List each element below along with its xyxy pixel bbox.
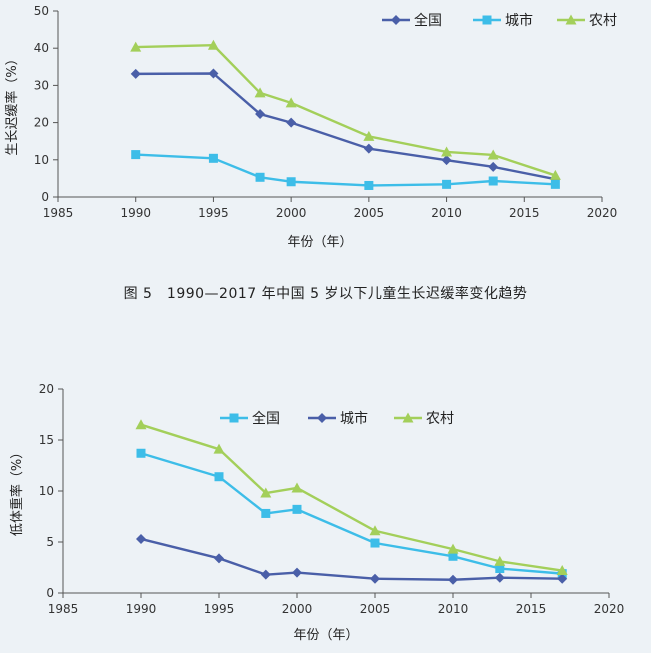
y-tick-label: 40 [34,41,49,55]
y-tick-label: 50 [34,4,49,18]
data-point [549,169,561,180]
data-point [130,41,142,52]
legend-label: 全国 [252,410,280,427]
x-tick-label: 2000 [282,602,313,616]
data-point [286,117,297,128]
data-point [285,97,297,108]
data-point [556,565,568,576]
x-tick-label: 2010 [431,206,462,220]
data-point [260,569,271,580]
data-point [441,146,453,157]
x-tick-label: 2020 [587,206,618,220]
series-line-1 [135,153,556,187]
legend-label: 农村 [426,411,454,427]
data-point [136,533,146,544]
x-tick-label: 1995 [198,206,229,220]
series-line-1 [140,537,563,581]
x-tick-label: 2020 [594,602,625,616]
y-axis-title: 生长迟缓率（%） [4,52,20,155]
data-point [448,574,458,585]
data-point [208,153,218,163]
y-tick-label: 0 [46,586,54,600]
data-point [260,487,272,498]
x-tick-label: 1985 [48,602,79,616]
data-point [487,149,499,160]
data-point [370,573,380,584]
data-point [495,564,505,574]
y-tick-label: 15 [39,433,54,447]
data-point [135,419,147,430]
x-tick-label: 1995 [204,602,235,616]
series-line-2 [140,423,563,572]
y-tick-label: 10 [34,153,49,167]
series-line-0 [135,72,556,181]
data-point [363,143,374,154]
data-point [494,572,505,583]
x-tick-label: 1985 [43,206,74,220]
data-point [261,508,271,518]
data-point [292,567,302,578]
stunting-chart: 0 10 20 30 40 50 1985 1990 1995 2000 2005 2010 2015 2… [4,4,618,250]
y-tick-label: 5 [46,535,54,549]
legend-marker [482,15,492,25]
data-point [130,68,141,79]
data-point [214,553,224,564]
data-point [207,39,219,50]
x-tick-label: 1990 [126,602,157,616]
legend-label: 农村 [589,13,617,29]
data-point [363,130,375,141]
data-point [286,177,296,187]
x-tick-label: 2005 [354,206,385,220]
data-point [488,161,499,172]
legend-marker [402,412,414,423]
x-tick-label: 2000 [276,206,307,220]
y-axis-title: 低体重率（%） [9,446,25,536]
x-tick-label: 2015 [509,206,540,220]
data-point [213,443,225,454]
data-point [254,87,266,98]
x-tick-label: 2005 [360,602,391,616]
data-point [131,150,141,160]
data-point [550,179,560,189]
legend-marker [391,15,401,25]
data-point [494,555,506,566]
data-point [369,525,381,536]
data-point [557,573,568,584]
series-line-2 [135,44,556,177]
legend-label: 城市 [340,410,368,427]
data-point [448,551,458,561]
y-tick-label: 0 [41,190,49,204]
legend-label: 城市 [505,12,533,29]
data-point [364,180,374,190]
x-tick-label: 2010 [438,602,469,616]
data-point [488,176,498,186]
legend-label: 全国 [414,12,442,29]
legend-marker [229,413,239,423]
y-tick-label: 20 [34,116,49,130]
data-point [291,482,303,493]
series-line-0 [140,452,563,575]
underweight-chart: 0 5 10 15 20 1985 1990 1995 2000 2005 2010 2015 2020… [9,382,625,643]
data-point [292,504,302,514]
y-tick-label: 10 [39,484,54,498]
data-point [370,538,380,548]
data-point [255,109,266,120]
y-tick-label: 30 [34,78,49,92]
legend-marker [317,413,327,423]
data-point [214,472,224,482]
data-point [447,543,459,554]
data-point [441,155,452,166]
x-tick-label: 1990 [120,206,151,220]
x-axis-title: 年份（年） [293,628,358,643]
figure-caption: 图 5 1990—2017 年中国 5 岁以下儿童生长迟缓率变化趋势 [123,286,528,302]
data-point [255,172,265,182]
x-tick-label: 2015 [516,602,547,616]
x-axis-title: 年份（年） [287,235,352,250]
data-point [136,448,146,458]
data-point [442,179,452,189]
legend-marker [565,14,577,25]
data-point [208,68,219,79]
y-tick-label: 20 [39,382,54,396]
